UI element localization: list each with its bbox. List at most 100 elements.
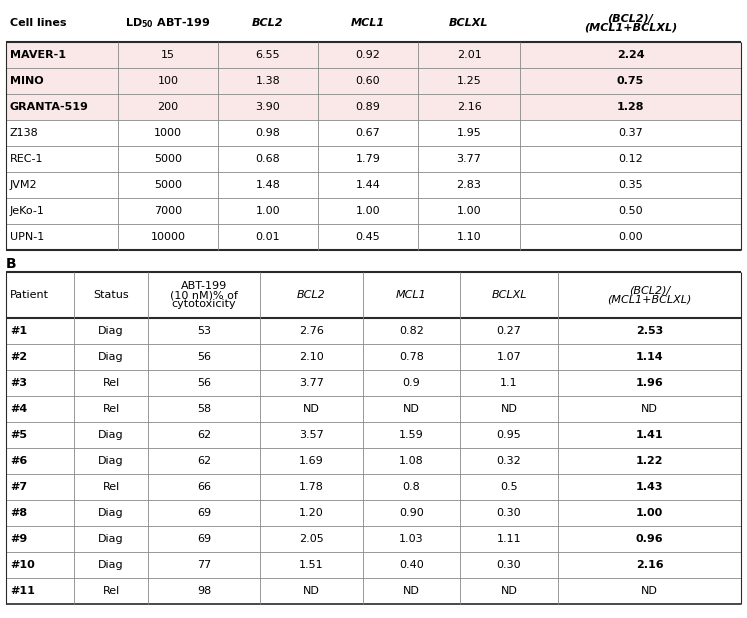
Text: BCL2: BCL2 bbox=[297, 290, 326, 300]
Text: 1000: 1000 bbox=[154, 128, 182, 138]
Text: 1.11: 1.11 bbox=[497, 534, 521, 544]
Text: 0.12: 0.12 bbox=[618, 154, 643, 164]
Text: 0.00: 0.00 bbox=[619, 232, 643, 242]
Text: 0.98: 0.98 bbox=[255, 128, 280, 138]
Text: Rel: Rel bbox=[102, 482, 120, 492]
Text: 69: 69 bbox=[197, 534, 211, 544]
Text: JeKo-1: JeKo-1 bbox=[10, 206, 45, 216]
Text: 0.8: 0.8 bbox=[403, 482, 421, 492]
Text: 0.35: 0.35 bbox=[619, 180, 643, 190]
Text: 1.20: 1.20 bbox=[299, 508, 324, 518]
Text: 1.96: 1.96 bbox=[636, 378, 663, 388]
Text: 0.68: 0.68 bbox=[255, 154, 280, 164]
Text: 2.53: 2.53 bbox=[636, 326, 663, 336]
Text: 62: 62 bbox=[197, 430, 211, 440]
Text: 1.51: 1.51 bbox=[300, 560, 323, 570]
Text: 2.76: 2.76 bbox=[299, 326, 324, 336]
Text: 53: 53 bbox=[197, 326, 211, 336]
Text: 5000: 5000 bbox=[154, 180, 182, 190]
Text: 0.96: 0.96 bbox=[636, 534, 663, 544]
Text: 7000: 7000 bbox=[154, 206, 182, 216]
Bar bbox=[6, 172, 741, 198]
Text: 0.45: 0.45 bbox=[356, 232, 380, 242]
Text: 0.95: 0.95 bbox=[497, 430, 521, 440]
Text: 1.1: 1.1 bbox=[500, 378, 518, 388]
Text: 3.57: 3.57 bbox=[299, 430, 324, 440]
Text: ND: ND bbox=[500, 404, 518, 414]
Text: 2.16: 2.16 bbox=[636, 560, 663, 570]
Text: 0.67: 0.67 bbox=[356, 128, 380, 138]
Text: 1.03: 1.03 bbox=[399, 534, 424, 544]
Text: #5: #5 bbox=[10, 430, 27, 440]
Text: BCLXL: BCLXL bbox=[449, 18, 489, 28]
Text: #10: #10 bbox=[10, 560, 35, 570]
Text: Rel: Rel bbox=[102, 404, 120, 414]
Text: 77: 77 bbox=[197, 560, 211, 570]
Text: 0.89: 0.89 bbox=[356, 102, 380, 112]
Text: 2.01: 2.01 bbox=[456, 50, 481, 60]
Text: #7: #7 bbox=[10, 482, 27, 492]
Text: 1.44: 1.44 bbox=[356, 180, 380, 190]
Text: #9: #9 bbox=[10, 534, 27, 544]
Text: 1.22: 1.22 bbox=[636, 456, 663, 466]
Text: (BCL2)/: (BCL2)/ bbox=[629, 286, 670, 295]
Text: (MCL1+BCLXL): (MCL1+BCLXL) bbox=[584, 22, 677, 33]
Text: 98: 98 bbox=[197, 586, 211, 596]
Text: 1.59: 1.59 bbox=[399, 430, 424, 440]
Text: 1.79: 1.79 bbox=[356, 154, 380, 164]
Text: 1.78: 1.78 bbox=[299, 482, 324, 492]
Text: ND: ND bbox=[303, 404, 320, 414]
Text: 1.25: 1.25 bbox=[456, 76, 481, 86]
Text: ND: ND bbox=[303, 586, 320, 596]
Text: MCL1: MCL1 bbox=[396, 290, 427, 300]
Text: 0.75: 0.75 bbox=[617, 76, 644, 86]
Text: Diag: Diag bbox=[98, 352, 124, 362]
Text: 6.55: 6.55 bbox=[255, 50, 280, 60]
Text: BCLXL: BCLXL bbox=[492, 290, 527, 300]
Text: 1.69: 1.69 bbox=[299, 456, 324, 466]
Bar bbox=[6, 42, 741, 68]
Text: 2.16: 2.16 bbox=[456, 102, 481, 112]
Text: MAVER-1: MAVER-1 bbox=[10, 50, 66, 60]
Text: 0.90: 0.90 bbox=[399, 508, 424, 518]
Text: 0.60: 0.60 bbox=[356, 76, 380, 86]
Text: #2: #2 bbox=[10, 352, 27, 362]
Text: 56: 56 bbox=[197, 378, 211, 388]
Text: REC-1: REC-1 bbox=[10, 154, 43, 164]
Text: 0.40: 0.40 bbox=[399, 560, 424, 570]
Text: #4: #4 bbox=[10, 404, 27, 414]
Text: 0.5: 0.5 bbox=[500, 482, 518, 492]
Bar bbox=[6, 120, 741, 146]
Text: 1.38: 1.38 bbox=[255, 76, 280, 86]
Text: Diag: Diag bbox=[98, 560, 124, 570]
Text: Rel: Rel bbox=[102, 586, 120, 596]
Text: #6: #6 bbox=[10, 456, 27, 466]
Text: LD$_{\mathregular{50}}$ ABT-199: LD$_{\mathregular{50}}$ ABT-199 bbox=[125, 16, 211, 30]
Text: #11: #11 bbox=[10, 586, 35, 596]
Text: BCL2: BCL2 bbox=[252, 18, 284, 28]
Text: 66: 66 bbox=[197, 482, 211, 492]
Text: 1.14: 1.14 bbox=[636, 352, 663, 362]
Text: 1.00: 1.00 bbox=[356, 206, 380, 216]
Text: 2.10: 2.10 bbox=[299, 352, 324, 362]
Text: Patient: Patient bbox=[10, 290, 49, 300]
Text: 2.05: 2.05 bbox=[299, 534, 324, 544]
Text: Diag: Diag bbox=[98, 326, 124, 336]
Text: 58: 58 bbox=[197, 404, 211, 414]
Text: 0.01: 0.01 bbox=[255, 232, 280, 242]
Text: GRANTA-519: GRANTA-519 bbox=[10, 102, 89, 112]
Text: 15: 15 bbox=[161, 50, 175, 60]
Text: (BCL2)/: (BCL2)/ bbox=[607, 14, 654, 23]
Text: 0.78: 0.78 bbox=[399, 352, 424, 362]
Bar bbox=[6, 94, 741, 120]
Text: B: B bbox=[6, 257, 16, 271]
Text: 56: 56 bbox=[197, 352, 211, 362]
Text: 1.10: 1.10 bbox=[456, 232, 481, 242]
Text: Diag: Diag bbox=[98, 430, 124, 440]
Bar bbox=[6, 224, 741, 250]
Text: UPN-1: UPN-1 bbox=[10, 232, 44, 242]
Text: 2.24: 2.24 bbox=[617, 50, 645, 60]
Text: Rel: Rel bbox=[102, 378, 120, 388]
Text: 0.37: 0.37 bbox=[618, 128, 643, 138]
Text: 0.92: 0.92 bbox=[356, 50, 380, 60]
